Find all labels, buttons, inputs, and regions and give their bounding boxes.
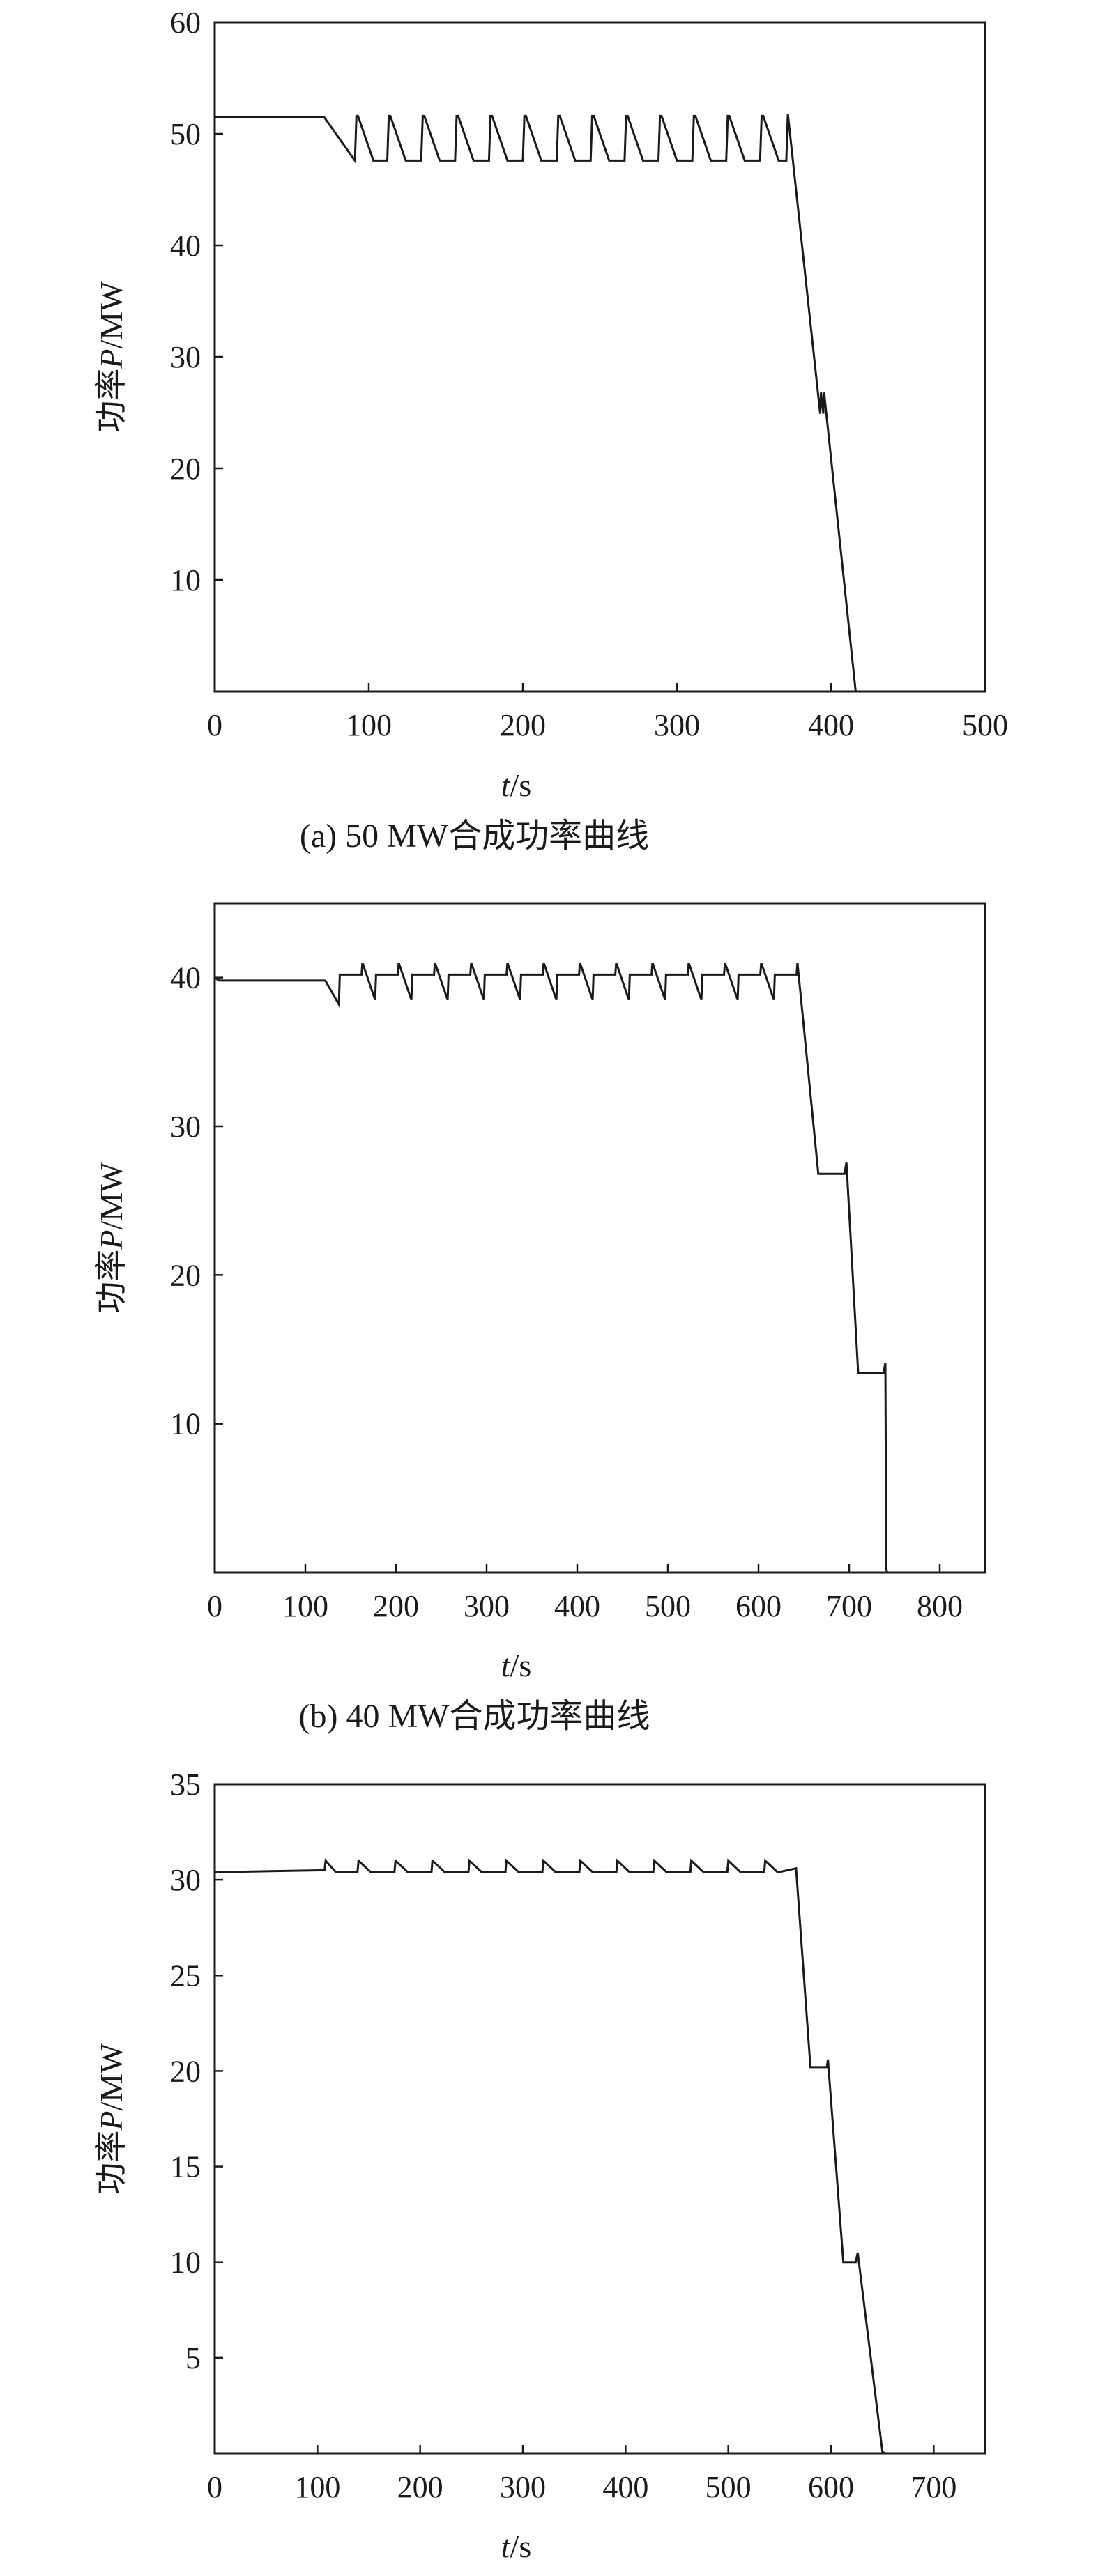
y-tick-label: 15 — [170, 2150, 201, 2184]
x-tick-label: 100 — [282, 1589, 328, 1623]
x-tick-label: 700 — [826, 1589, 872, 1623]
plot-frame — [213, 902, 986, 1574]
y-tick-label: 5 — [185, 2341, 201, 2375]
x-tick-label: 400 — [602, 2470, 648, 2504]
x-tick-label: 100 — [346, 708, 392, 742]
x-tick-label: 200 — [500, 708, 546, 742]
y-axis-label: 功率P/MW — [93, 2043, 129, 2195]
y-tick-label: 20 — [170, 2054, 201, 2088]
y-tick-label: 10 — [170, 2246, 201, 2280]
x-tick-label: 600 — [735, 1589, 781, 1623]
series-line-1 — [214, 962, 906, 1574]
y-tick-label: 10 — [170, 563, 201, 597]
y-tick-label: 40 — [170, 961, 201, 995]
x-tick-label: 600 — [808, 2470, 854, 2504]
y-tick-label: 40 — [170, 229, 201, 263]
y-tick-label: 30 — [170, 1110, 201, 1144]
chart-panel-3: 0 100 200 300 400 500 600 700 5 10 15 20 25 30 35 t/s 功率… — [93, 1768, 986, 2564]
x-tick-label: 300 — [500, 2470, 546, 2504]
y-tick-label: 30 — [170, 340, 201, 374]
plot-frame — [213, 21, 986, 693]
x-tick-label: 0 — [207, 2470, 222, 2504]
y-axis-label: 功率P/MW — [93, 1162, 129, 1314]
chart-caption: (a) 50 MW合成功率曲线 — [300, 818, 649, 854]
x-tick-label: 800 — [917, 1589, 963, 1623]
series-line-1 — [214, 1858, 903, 2455]
chart-panel-1: 0 100 200 300 400 500 10 20 30 40 50 60 t/s 功率P/MW (a)… — [93, 6, 1008, 854]
x-axis-label: t/s — [501, 2529, 531, 2564]
x-tick-label: 400 — [554, 1589, 600, 1623]
x-tick-label: 400 — [808, 708, 854, 742]
x-tick-label: 500 — [706, 2470, 752, 2504]
y-axis-label: 功率P/MW — [93, 281, 129, 433]
y-tick-label: 50 — [170, 117, 201, 151]
x-tick-label: 200 — [397, 2470, 443, 2504]
x-tick-label: 0 — [207, 1589, 222, 1623]
y-tick-label: 20 — [170, 452, 201, 486]
x-tick-label: 500 — [962, 708, 1008, 742]
y-tick-label: 60 — [170, 6, 201, 40]
x-axis-label: t/s — [501, 767, 531, 803]
x-tick-label: 0 — [207, 708, 222, 742]
y-tick-label: 10 — [170, 1407, 201, 1441]
x-tick-label: 700 — [910, 2470, 956, 2504]
y-tick-label: 30 — [170, 1863, 201, 1897]
series-line-1 — [215, 114, 857, 692]
x-axis-label: t/s — [501, 1648, 531, 1683]
x-tick-label: 300 — [654, 708, 700, 742]
plot-frame — [213, 1783, 986, 2455]
chart-caption: (b) 40 MW合成功率曲线 — [299, 1698, 650, 1735]
x-tick-label: 300 — [464, 1589, 510, 1623]
x-tick-label: 100 — [294, 2470, 340, 2504]
x-tick-label: 200 — [373, 1589, 419, 1623]
x-tick-label: 500 — [645, 1589, 691, 1623]
y-tick-label: 25 — [170, 1958, 201, 1993]
chart-panel-2: 0 100 200 300 400 500 600 700 800 10 20 30 40 t/s 功率P/… — [93, 902, 986, 1735]
y-tick-label: 20 — [170, 1258, 201, 1292]
y-tick-label: 35 — [170, 1768, 201, 1802]
